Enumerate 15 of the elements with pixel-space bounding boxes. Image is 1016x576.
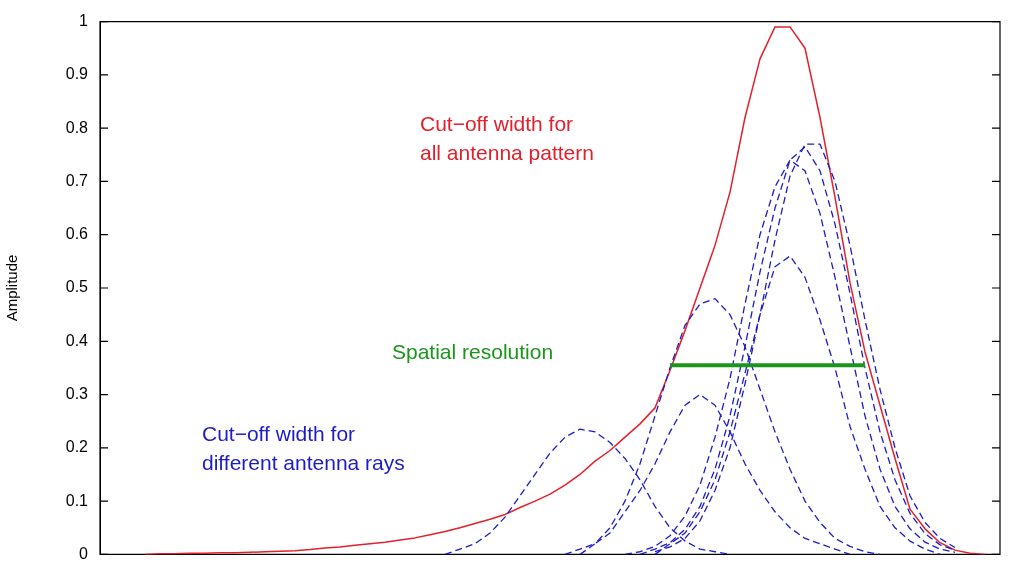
annotation: Cut−off width for all antenna pattern bbox=[420, 112, 594, 165]
y-tick-label: 0.3 bbox=[65, 384, 89, 402]
y-tick-label: 1 bbox=[79, 12, 89, 30]
y-tick-label: 0.7 bbox=[65, 171, 89, 189]
y-tick-label: 0 bbox=[79, 544, 89, 562]
y-tick-label: 0.8 bbox=[65, 118, 89, 136]
y-tick-label: 0.4 bbox=[65, 331, 89, 349]
y-tick-label: 0.5 bbox=[65, 278, 89, 296]
y-tick-label: 0.1 bbox=[65, 491, 89, 509]
y-tick-label: 0.6 bbox=[65, 225, 89, 243]
annotation: Cut−off width for different antenna rays bbox=[202, 422, 405, 475]
y-tick-label: 0.2 bbox=[65, 438, 89, 456]
annotation: Spatial resolution bbox=[392, 340, 554, 364]
y-axis-title: Amplitude bbox=[3, 254, 21, 322]
y-tick-label: 0.9 bbox=[65, 65, 89, 83]
